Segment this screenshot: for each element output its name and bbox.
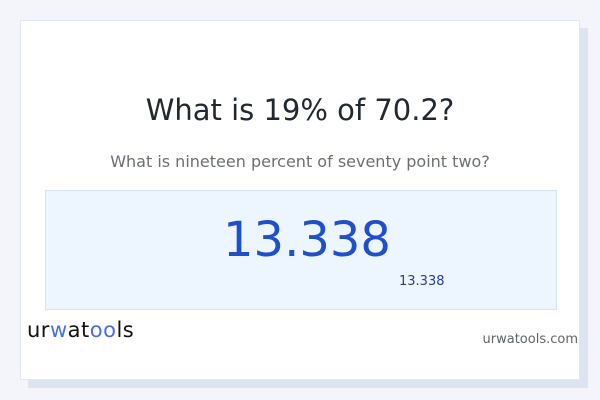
- page-subtitle: What is nineteen percent of seventy poin…: [110, 152, 490, 171]
- result-secondary: 13.338: [399, 274, 445, 289]
- answer-card: What is 19% of 70.2? What is nineteen pe…: [20, 20, 580, 380]
- site-url: urwatools.com: [482, 332, 578, 347]
- page-title: What is 19% of 70.2?: [145, 93, 455, 127]
- result-value: 13.338: [223, 212, 391, 268]
- urwatools-logo: urwatools: [27, 318, 135, 342]
- result-box: 13.338 13.338: [45, 190, 557, 310]
